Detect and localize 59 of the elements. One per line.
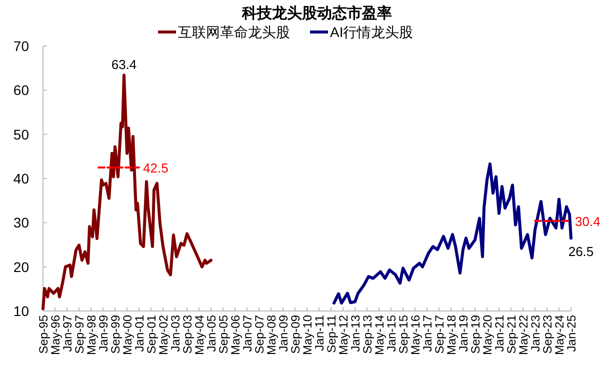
xtick: Sep-15: [396, 315, 410, 354]
xtick: May-24: [552, 315, 566, 356]
xtick: Jan-09: [276, 315, 290, 352]
xtick: Jan-07: [240, 315, 254, 352]
xtick: Sep-23: [540, 315, 554, 354]
xtick: May-00: [120, 315, 134, 356]
xtick: May-16: [408, 315, 422, 356]
xtick: Sep-97: [72, 315, 86, 354]
xtick: Sep-21: [504, 315, 518, 354]
xtick: Jan-99: [96, 315, 110, 352]
ytick: 50: [13, 126, 29, 142]
xtick: Sep-19: [468, 315, 482, 354]
xtick: Sep-99: [108, 315, 122, 354]
ytick: 30: [13, 214, 29, 231]
value-label: 30.4: [575, 214, 600, 229]
xtick: May-08: [264, 315, 278, 356]
xtick: Jan-13: [348, 315, 362, 352]
value-label: 26.5: [568, 244, 594, 260]
xtick: Sep-95: [36, 315, 50, 354]
title: 科技龙头股动态市盈率: [242, 5, 392, 22]
xtick: Sep-03: [180, 315, 194, 354]
xtick: Sep-05: [216, 315, 230, 354]
xtick: Jan-25: [564, 315, 578, 352]
xtick: May-18: [444, 315, 458, 356]
xtick: May-20: [480, 315, 494, 356]
xtick: Sep-07: [252, 315, 266, 354]
value-label: 42.5: [143, 160, 168, 176]
ytick: 20: [13, 258, 29, 275]
legend-label: AI行情龙头股: [330, 24, 414, 40]
value-label: 63.4: [111, 57, 137, 72]
ytick: 40: [13, 170, 29, 186]
xtick: Jan-15: [384, 315, 398, 352]
xtick: Jan-23: [528, 315, 542, 352]
xtick: May-22: [516, 315, 530, 356]
xtick: Jan-03: [168, 315, 182, 352]
xtick: Jan-19: [456, 315, 470, 352]
xtick: May-02: [156, 315, 170, 356]
xtick: Sep-11: [324, 315, 338, 353]
xtick: May-04: [192, 315, 206, 356]
xtick: May-10: [300, 315, 314, 356]
xtick: Jan-05: [204, 315, 218, 352]
xtick: Jan-01: [132, 315, 146, 352]
xtick: Jan-17: [420, 315, 434, 352]
xtick: Sep-01: [144, 315, 158, 354]
xtick: May-12: [336, 315, 350, 356]
xtick: Jan-21: [492, 315, 506, 352]
xtick: May-96: [48, 315, 62, 356]
xtick: Sep-13: [360, 315, 374, 354]
ytick: 70: [13, 38, 29, 54]
xtick: Jan-11: [312, 315, 326, 351]
legend-label: 互联网革命龙头股: [178, 24, 290, 40]
ytick: 60: [13, 82, 29, 98]
ytick: 10: [13, 303, 29, 319]
xtick: May-98: [84, 315, 98, 356]
xtick: Sep-17: [432, 315, 446, 354]
xtick: May-06: [228, 315, 242, 356]
xtick: Jan-97: [60, 315, 74, 352]
xtick: May-14: [372, 315, 386, 356]
xtick: Sep-09: [288, 315, 302, 354]
